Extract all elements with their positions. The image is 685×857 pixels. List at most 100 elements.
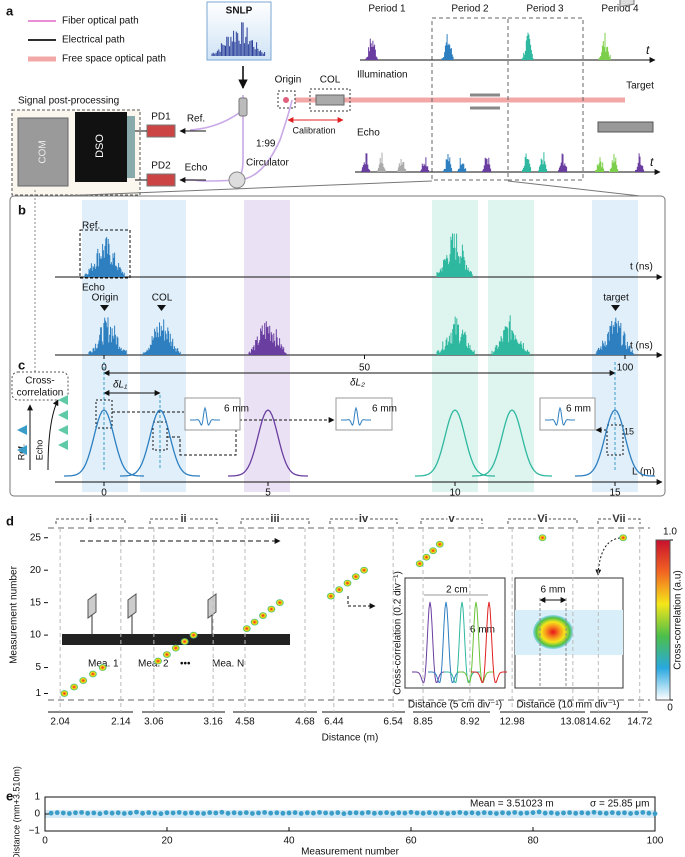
- correlation-peak: [120, 409, 200, 477]
- legend-text: Free space optical path: [62, 54, 166, 65]
- data-point: [48, 810, 54, 816]
- period-label: Period 1: [368, 4, 406, 15]
- section-bracket: [420, 518, 483, 524]
- measurement-spot: [88, 670, 97, 678]
- calibration-label: Calibration: [292, 125, 335, 135]
- data-point: [396, 810, 402, 816]
- data-point: [609, 810, 615, 816]
- data-point: [347, 810, 353, 816]
- origin-box: [277, 90, 296, 109]
- target-label: Target: [626, 81, 654, 92]
- panel-bc-box: [9, 195, 666, 497]
- zoom-line: [57, 180, 433, 197]
- x-axis-label: Measurement number: [301, 847, 399, 857]
- inset-box: [184, 397, 241, 431]
- data-point: [561, 810, 566, 816]
- data-point: [390, 811, 396, 816]
- inset-trace: [471, 601, 507, 684]
- legend-text: Electrical path: [62, 35, 125, 46]
- data-point: [85, 810, 91, 816]
- echo-label: Echo: [185, 163, 208, 174]
- y-tick-label: 20: [30, 565, 42, 576]
- measurement-spot: [351, 573, 360, 581]
- pd1-label: PD1: [151, 112, 171, 123]
- inset-box: [335, 397, 393, 431]
- data-point: [475, 810, 481, 816]
- measurement-spot: [343, 579, 352, 587]
- pulse-burst: [595, 157, 605, 172]
- method-label: Cross-: [25, 376, 54, 387]
- processing-label: Signal post-processing: [18, 96, 119, 107]
- time-label: t: [650, 155, 654, 169]
- data-point: [622, 810, 627, 816]
- data-point: [164, 810, 170, 816]
- data-point: [548, 810, 554, 816]
- data-point: [243, 810, 249, 816]
- colorbar: [655, 539, 671, 701]
- snlp-label: SNLP: [226, 6, 253, 17]
- data-point: [73, 810, 78, 816]
- colorbar-label: Cross-correlation (a.u): [673, 570, 684, 669]
- x-axis-label: Distance (m): [322, 733, 379, 744]
- measurement-spot: [415, 560, 424, 568]
- y-axis-label: Measurement number: [9, 565, 20, 663]
- data-point: [555, 811, 560, 816]
- tick-label: 100: [617, 363, 634, 374]
- inset-x-label: Distance (5 cm div⁻¹): [408, 700, 502, 711]
- x-tick-label: 6.54: [383, 717, 403, 728]
- echo-label: Echo: [82, 283, 105, 294]
- measurement-spot: [250, 618, 259, 626]
- inset-link: [347, 596, 376, 609]
- data-point: [67, 811, 72, 816]
- width-label: 6 mm: [372, 404, 397, 415]
- tick-label: 0: [101, 488, 107, 499]
- data-point: [542, 810, 548, 816]
- section-bracket: [597, 518, 641, 524]
- section-bracket: [149, 518, 218, 524]
- com-box: [17, 117, 69, 187]
- inset-v-box: [404, 577, 506, 689]
- data-point: [408, 809, 414, 815]
- ref-pulse: [17, 425, 27, 455]
- width-label: 6 mm: [224, 404, 249, 415]
- panel-label: c: [18, 357, 25, 372]
- setup-label: •••: [180, 659, 191, 670]
- data-point: [652, 811, 658, 817]
- x-tick-label: 0: [42, 836, 48, 847]
- pulse-burst: [595, 317, 634, 355]
- x-tick-label: 13.08: [560, 717, 585, 728]
- arrow: [47, 399, 59, 471]
- x-tick-label: 60: [405, 836, 417, 847]
- period-label: Period 4: [601, 4, 639, 15]
- pulse-burst: [635, 153, 645, 172]
- pulse-burst: [457, 157, 467, 172]
- measurement-spot: [98, 664, 107, 672]
- colorbar-tick-label: 1.0: [663, 527, 677, 538]
- data-point: [152, 810, 158, 816]
- pulse-burst: [441, 34, 454, 60]
- data-point: [170, 810, 176, 816]
- measurement-spot: [70, 683, 79, 691]
- x-tick-label: 8.85: [413, 717, 433, 728]
- section-label: i: [89, 513, 92, 525]
- data-point: [646, 810, 652, 816]
- data-point: [250, 811, 255, 816]
- measurement-spot: [435, 540, 444, 548]
- pulse-burst: [248, 321, 287, 355]
- pd1: [146, 124, 176, 138]
- data-point: [518, 810, 524, 816]
- measurement-spot: [538, 534, 547, 542]
- data-point: [335, 810, 341, 816]
- pulse-burst: [491, 315, 530, 355]
- measurement-spot: [189, 631, 198, 639]
- data-point: [213, 810, 219, 816]
- data-point: [445, 811, 450, 816]
- x-tick-label: 14.72: [627, 717, 652, 728]
- dl1-label: δL₁: [113, 380, 127, 391]
- zoom-box: [606, 424, 624, 456]
- measurement-spot: [267, 605, 276, 613]
- data-point: [311, 810, 316, 816]
- zoom-link: [112, 411, 334, 456]
- data-point: [256, 810, 261, 816]
- measurement-spot: [360, 566, 369, 574]
